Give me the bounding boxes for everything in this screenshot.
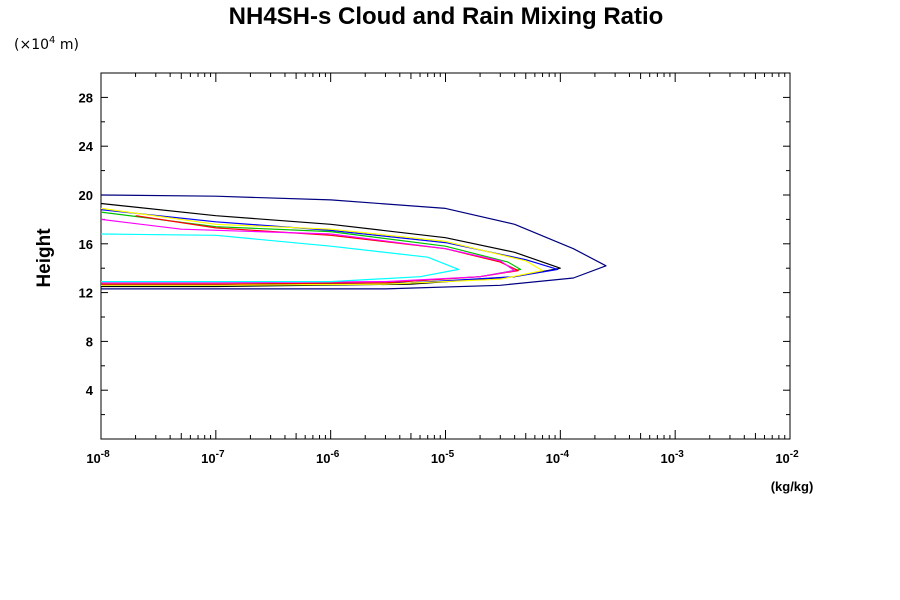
series-line-1 xyxy=(100,194,607,290)
y-tick-label: 8 xyxy=(86,334,93,349)
y-tick-label: 24 xyxy=(79,139,94,154)
x-tick-label: 10-7 xyxy=(201,449,225,466)
x-tick-label: 10-6 xyxy=(316,449,340,466)
plot-area: 4 8 12 16 20 24 28 10-8 10-7 10-6 10-5 10-4 10-3 10-2 xyxy=(79,72,799,466)
x-tick-label: 10-4 xyxy=(546,449,570,466)
x-tick-label: 10-2 xyxy=(775,449,799,466)
series-line-4 xyxy=(100,207,544,286)
y-tick-label: 20 xyxy=(79,188,93,203)
y-tick-label: 4 xyxy=(86,383,94,398)
y-multiplier-label: (×104 m) xyxy=(14,35,79,53)
y-tick-label: 16 xyxy=(79,237,93,252)
series-line-6 xyxy=(101,215,519,285)
x-tick-label: 10-5 xyxy=(431,449,455,466)
x-tick-label: 10-3 xyxy=(660,449,684,466)
y-tick-label: 12 xyxy=(79,286,93,301)
series-line-2 xyxy=(100,202,561,288)
y-axis-label: Height xyxy=(34,228,55,288)
plot-frame xyxy=(100,72,791,440)
x-tick-label: 10-8 xyxy=(86,449,110,466)
series-line-8 xyxy=(100,233,460,283)
chart-title: NH4SH-s Cloud and Rain Mixing Ratio xyxy=(229,3,664,30)
x-axis-label: (kg/kg) xyxy=(771,479,814,494)
y-tick-label: 28 xyxy=(79,90,93,105)
